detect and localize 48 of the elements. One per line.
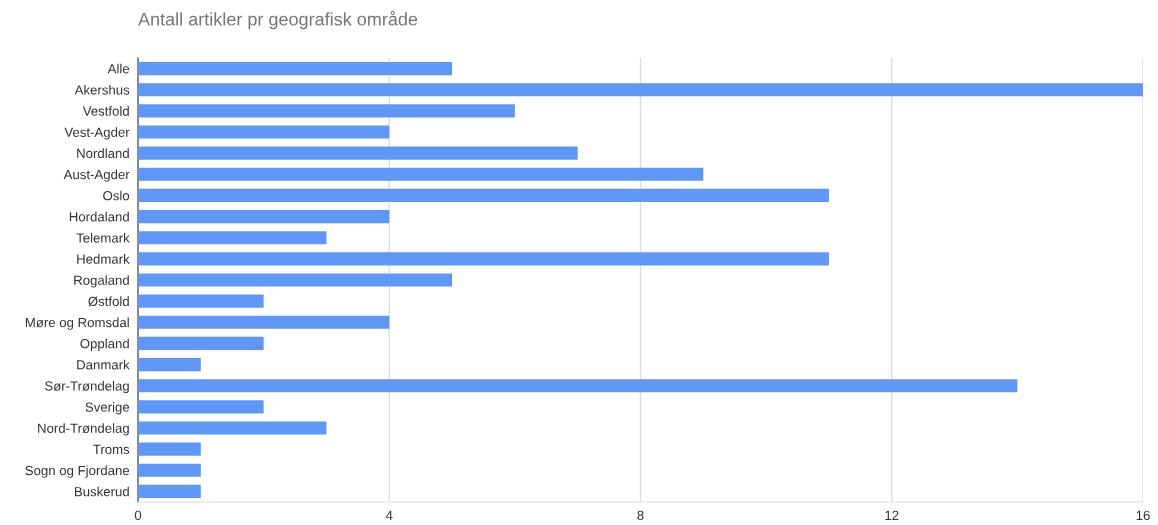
- y-tick-label: Sogn og Fjordane: [25, 465, 130, 478]
- bar: [138, 231, 327, 245]
- y-tick-label: Vest-Agder: [64, 127, 130, 140]
- x-tick-label: 8: [637, 510, 644, 521]
- y-tick-label: Akershus: [74, 84, 130, 95]
- bar: [138, 252, 829, 266]
- x-tick-label: 0: [134, 510, 142, 521]
- bar: [138, 315, 390, 329]
- y-tick-label: Alle: [107, 63, 130, 74]
- y-tick-label: Telemark: [76, 232, 130, 243]
- y-tick-label: Møre og Romsdal: [25, 317, 129, 330]
- bar: [138, 336, 264, 350]
- chart-title: Antall artikler pr geografisk område: [138, 10, 418, 30]
- bar: [138, 210, 390, 224]
- y-tick-label: Oppland: [80, 338, 129, 351]
- y-tick-label: Hordaland: [69, 211, 129, 222]
- y-tick-label: Nord-Trøndelag: [38, 423, 129, 436]
- y-tick-label: Rogaland: [74, 275, 129, 288]
- bar: [138, 358, 201, 372]
- x-tick-label: 16: [1136, 510, 1150, 521]
- bar: [138, 273, 453, 287]
- bar: [138, 442, 201, 456]
- y-tick-label: Buskerud: [75, 486, 129, 497]
- bar: [138, 125, 390, 139]
- bar: [138, 146, 578, 160]
- bar: [138, 83, 1143, 97]
- x-tick-label: 12: [885, 510, 899, 520]
- bar: [138, 62, 453, 76]
- y-tick-label: Sør-Trøndelag: [44, 380, 129, 394]
- bar: [138, 188, 829, 202]
- bar: [138, 400, 264, 414]
- bar: [138, 421, 327, 435]
- bar: [138, 294, 264, 308]
- y-tick-label: Hedmark: [77, 254, 130, 264]
- bar: [138, 167, 704, 181]
- x-tick-label: 4: [385, 510, 393, 520]
- bar: [138, 104, 515, 118]
- y-tick-label: Danmark: [77, 359, 130, 370]
- y-tick-label: Troms: [93, 444, 130, 455]
- y-tick-label: Oslo: [103, 190, 130, 201]
- y-tick-label: Østfold: [88, 296, 129, 307]
- bar: [138, 463, 201, 477]
- y-tick-label: Nordland: [77, 148, 129, 159]
- y-tick-label: Sverige: [85, 402, 130, 415]
- y-tick-label: Vestfold: [82, 106, 129, 116]
- bar: [138, 484, 201, 498]
- y-tick-label: Aust-Agder: [63, 169, 130, 182]
- bar: [138, 379, 1018, 393]
